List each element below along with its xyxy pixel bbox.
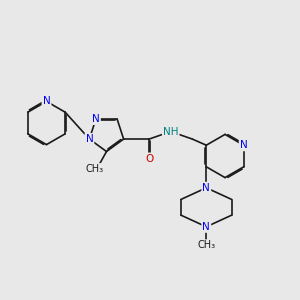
Text: NH: NH (163, 127, 178, 136)
Text: N: N (240, 140, 248, 150)
Text: N: N (202, 183, 210, 193)
Text: N: N (202, 222, 210, 232)
Text: N: N (92, 114, 100, 124)
Text: N: N (43, 96, 50, 106)
Text: CH₃: CH₃ (197, 240, 215, 250)
Text: N: N (85, 134, 93, 144)
Text: O: O (145, 154, 153, 164)
Text: CH₃: CH₃ (85, 164, 103, 174)
